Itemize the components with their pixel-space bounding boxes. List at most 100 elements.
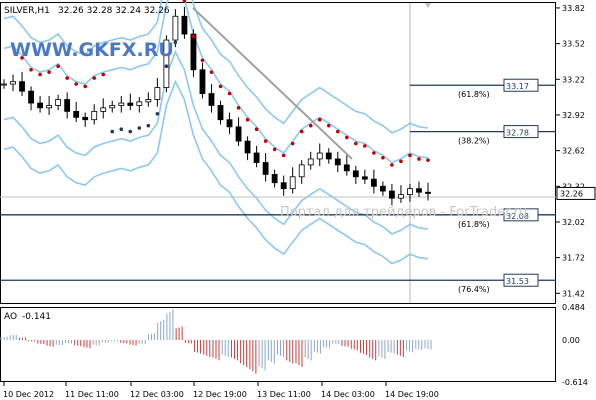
candle-body [253, 152, 260, 163]
sar-dot [137, 126, 142, 130]
sar-dot [110, 129, 115, 134]
candle-body [425, 191, 431, 194]
downtrend-line [192, 7, 353, 160]
sar-dot [426, 158, 430, 162]
envelope-band-line [3, 79, 429, 265]
fib-percent-label: (38.2%) [458, 137, 490, 146]
price-tick-label: 32.02 [562, 218, 585, 227]
candle-body [379, 185, 386, 192]
candle-body [398, 194, 404, 199]
level-price-label: 33.17 [506, 82, 529, 91]
price-tick-label: 33.82 [562, 4, 585, 13]
time-tick-label: 12 Dec 19:00 [193, 390, 247, 399]
candle-body [46, 105, 53, 109]
sar-dot [209, 70, 214, 74]
price-tick-label: 32.92 [562, 111, 585, 120]
envelope-band-line [3, 0, 429, 164]
sar-dot [101, 72, 106, 77]
time-axis: 10 Dec 2012 11 Dec 11:00 12 Dec 03:00 12 De… [3, 382, 439, 399]
time-tick-label: 10 Dec 2012 [3, 390, 54, 399]
current-price-box [556, 186, 596, 200]
candle-body [55, 99, 62, 106]
sar-dot [299, 129, 304, 134]
sar-dot [236, 106, 241, 110]
sar-dot [363, 144, 367, 148]
time-tick-label: 13 Dec 11:00 [257, 390, 311, 399]
ohlc-readout: 32.26 32.28 32.24 32.26 [58, 6, 170, 16]
sar-dot [74, 82, 78, 86]
sar-dot [146, 123, 151, 128]
candle-body [109, 105, 116, 109]
ao-indicator-panel: AO -0.141 0.484 0.00 -0.614 [0, 303, 588, 387]
sar-dot [345, 135, 349, 140]
price-tick-label: 33.52 [562, 40, 585, 49]
candle-body [370, 178, 377, 187]
sar-dot [399, 159, 403, 164]
site-watermark: WWW.GKFX.RU [10, 39, 174, 61]
sar-dot [29, 67, 33, 72]
sar-dot [326, 123, 331, 128]
sar-dot [254, 127, 259, 132]
candle-body [389, 190, 395, 199]
fib-percent-label: (61.8%) [458, 90, 490, 99]
portal-watermark: Портал для трейдеров - ForTrader.ru [280, 205, 527, 220]
candle-body [73, 110, 80, 118]
candle-body [271, 174, 278, 184]
candle-body [181, 15, 188, 35]
sar-dot [218, 84, 223, 89]
ao-tick-label: -0.614 [562, 378, 588, 387]
candle-body [307, 158, 314, 166]
time-tick-label: 14 Dec 19:00 [385, 390, 439, 399]
symbol-label: SILVER,H1 [4, 6, 50, 16]
sar-dot [381, 155, 385, 160]
candle-body [136, 101, 143, 106]
candle-body [407, 188, 413, 196]
candle-body [235, 126, 242, 142]
sar-dot [20, 56, 24, 60]
candle-body [190, 33, 197, 71]
time-tick-label: 12 Dec 03:00 [130, 390, 184, 399]
ao-tick-label: 0.484 [562, 303, 585, 312]
envelope-band-line [3, 0, 429, 134]
sar-dot [155, 111, 160, 116]
candle-body [154, 87, 161, 100]
sar-dot [390, 163, 394, 167]
envelope-band-line [3, 49, 429, 235]
sar-dot [164, 64, 169, 69]
main-plot-border [0, 2, 556, 304]
ao-name-label: AO [4, 312, 17, 322]
sar-dot [290, 141, 295, 146]
level-price-box [503, 208, 539, 222]
candle-body [64, 99, 71, 112]
current-price-label: 32.26 [560, 189, 583, 198]
sar-dot [92, 76, 97, 80]
candle-body [289, 176, 296, 190]
ao-panel-border [0, 307, 556, 382]
level-price-box [503, 273, 539, 287]
candle-body [334, 158, 341, 166]
candle-body [91, 110, 98, 121]
candle-body [352, 170, 359, 178]
candle-body [172, 15, 179, 41]
fib-percent-label: (61.8%) [458, 220, 490, 229]
candle-body [280, 182, 287, 190]
price-tick-label: 31.42 [562, 289, 585, 298]
price-axis: 33.82 33.52 33.22 32.92 32.62 32.32 32.02 31.72… [556, 4, 596, 298]
price-tick-label: 33.22 [562, 75, 585, 84]
level-price-box [503, 78, 539, 92]
candle-body [127, 102, 134, 106]
envelope-bands [3, 0, 429, 265]
price-tick-label: 32.62 [562, 147, 585, 156]
sar-dot [317, 117, 322, 122]
parabolic-sar-layer [20, 0, 430, 167]
candles-layer [1, 6, 431, 206]
sar-dot [38, 72, 42, 77]
candle-body [361, 176, 368, 180]
candle-body [163, 39, 170, 89]
candle-body [262, 162, 269, 175]
fibonacci-levels: (61.8%) 33.17 (38.2%) 32.78 (61.8%) 32.08 (76.… [0, 78, 556, 294]
candle-body [208, 93, 215, 106]
sar-dot [281, 153, 286, 158]
level-price-label: 32.08 [506, 212, 529, 221]
